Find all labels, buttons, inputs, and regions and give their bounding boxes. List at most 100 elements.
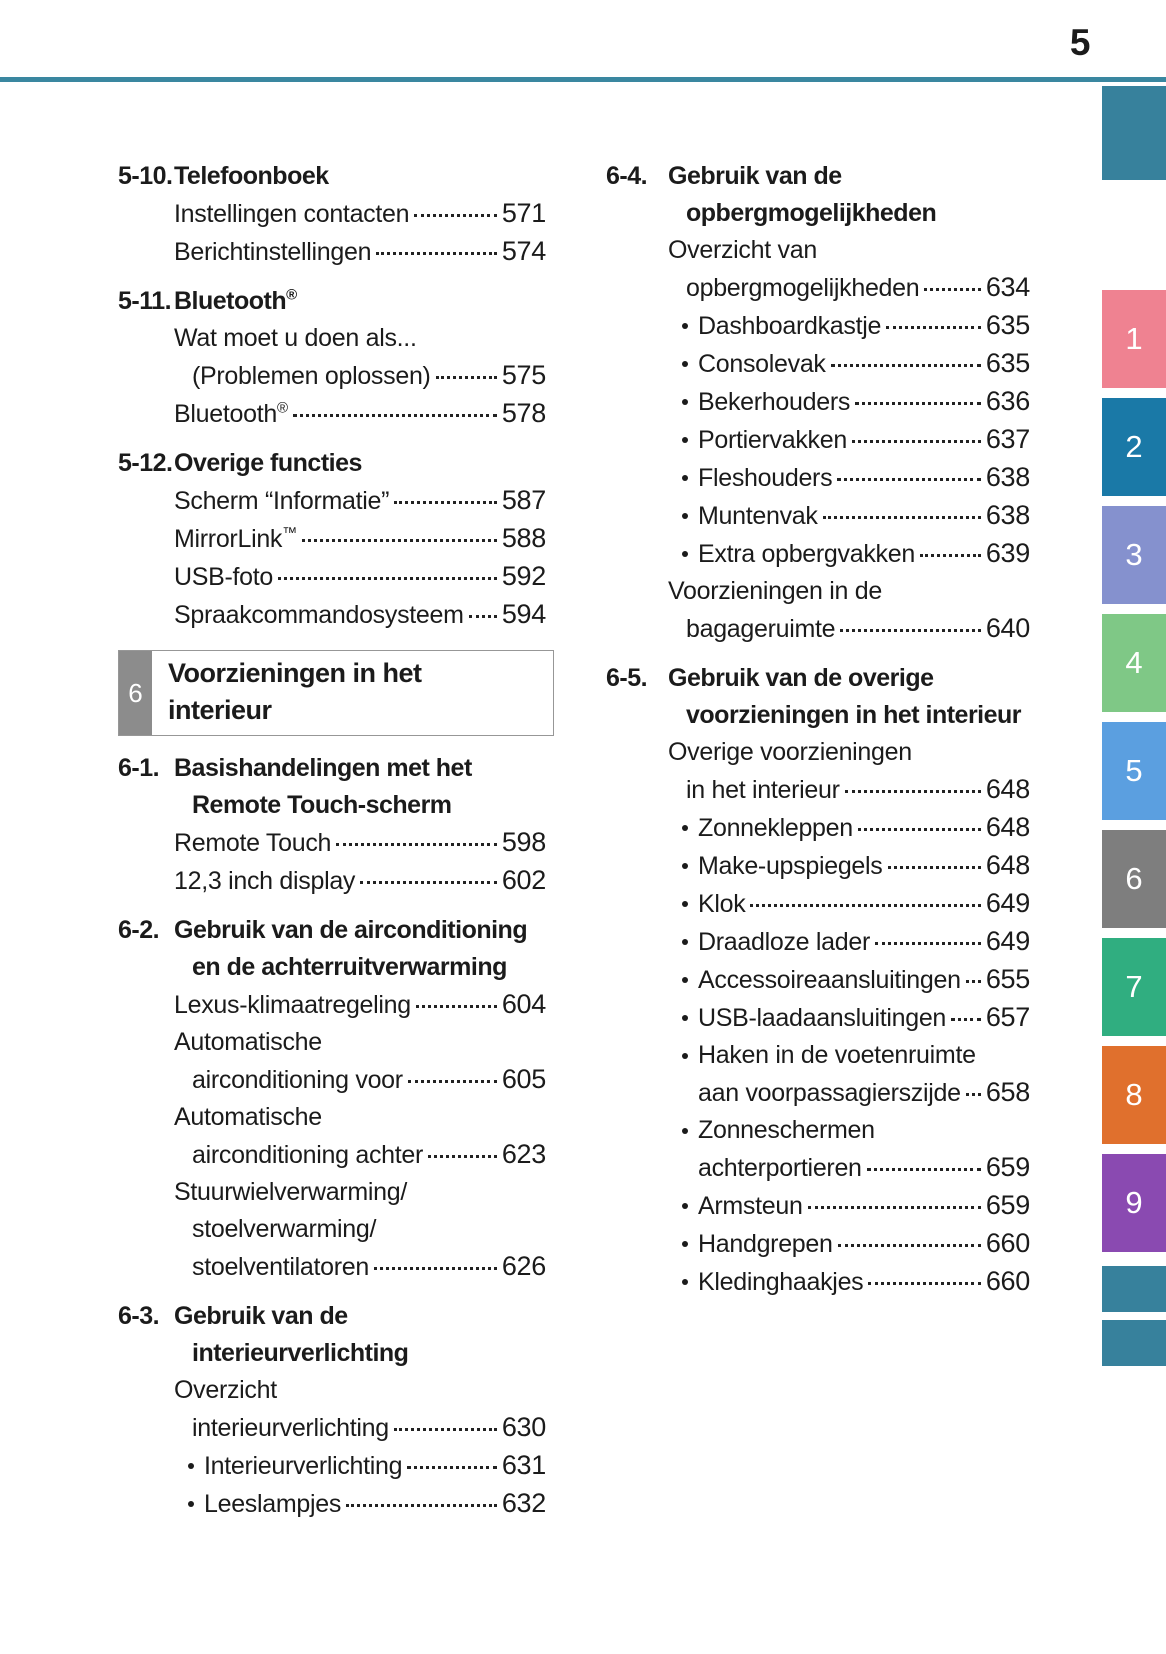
section-number: 6-5. <box>606 664 648 692</box>
toc-entry-line: Draadloze lader 649 <box>668 923 1030 961</box>
entry-label: stoelventilatoren <box>192 1253 369 1281</box>
toc-entry-line: stoelverwarming/ <box>174 1211 546 1248</box>
section-number: 5-10. <box>118 162 173 190</box>
entry-label: Armsteun <box>698 1192 803 1220</box>
dot-leader <box>346 1504 497 1507</box>
entry-page-number: 659 <box>985 1190 1030 1220</box>
toc-entry-line: Haken in de voetenruimte <box>668 1037 1030 1074</box>
dot-leader <box>855 402 981 405</box>
entry-page-number: 632 <box>501 1488 546 1518</box>
toc-section-5-12: 5-12. Overige functies Scherm “Informatie”… <box>118 445 546 634</box>
registered-mark: ® <box>276 399 288 417</box>
toc-entry: Draadloze lader 649 <box>668 923 1030 961</box>
entry-page-number: 587 <box>501 485 546 515</box>
toc-entry-line: Leeslampjes 632 <box>174 1485 546 1523</box>
dot-leader <box>851 440 981 443</box>
dot-leader <box>822 516 981 519</box>
entry-label: Consolevak <box>698 350 826 378</box>
chapter-number-square: 6 <box>119 651 152 735</box>
entry-page-number: 648 <box>985 774 1030 804</box>
entry-label: Dashboardkastje <box>698 312 882 340</box>
toc-entry: Lexus-klimaatregeling 604 <box>174 986 546 1024</box>
section-body: Overige functies Scherm “Informatie” 587 Mi… <box>174 445 546 634</box>
chapter-tab-8: 8 <box>1102 1046 1166 1144</box>
entry-page-number: 571 <box>501 198 546 228</box>
bullet-icon <box>682 437 688 443</box>
toc-entry-line: stoelventilatoren 626 <box>174 1248 546 1286</box>
chapter-tab-3: 3 <box>1102 506 1166 604</box>
toc-entry: Consolevak 635 <box>668 345 1030 383</box>
section-number: 6-4. <box>606 162 648 190</box>
section-title-line: Telefoonboek <box>174 162 329 190</box>
bullet-icon <box>188 1463 194 1469</box>
toc-columns: 5-10. Telefoonboek Instellingen contacten 5… <box>118 146 1030 1523</box>
entry-label: Instellingen contacten <box>174 200 410 228</box>
entry-label: Leeslampjes <box>204 1490 342 1518</box>
toc-entry: Make-upspiegels 648 <box>668 847 1030 885</box>
entry-label: Bekerhouders <box>698 388 851 416</box>
toc-entry-line: Portiervakken 637 <box>668 421 1030 459</box>
entry-label: Kledinghaakjes <box>698 1268 864 1296</box>
entry-label: Handgrepen <box>698 1230 833 1258</box>
chapter-tab-1: 1 <box>1102 290 1166 388</box>
toc-entry-line: Zonneschermen <box>668 1112 1030 1149</box>
entry-label: MirrorLink™ <box>174 524 297 553</box>
toc-entry-line: Extra opbergvakken 639 <box>668 535 1030 573</box>
toc-entry-line: Consolevak 635 <box>668 345 1030 383</box>
entry-label: USB-laadaansluitingen <box>698 1004 947 1032</box>
entry-label: achterportieren <box>698 1154 862 1182</box>
chapter-tab-5: 5 <box>1102 722 1166 820</box>
entry-page-number: 639 <box>985 538 1030 568</box>
entry-label: Automatische <box>174 1103 322 1131</box>
toc-section-6-1: 6-1. Basishandelingen met het Remote Touch… <box>118 750 546 900</box>
entry-label: Accessoireaansluitingen <box>698 966 961 994</box>
entry-page-number: 598 <box>501 827 546 857</box>
bullet-icon <box>682 1241 688 1247</box>
entry-page-number: 636 <box>985 386 1030 416</box>
entry-label: Overige voorzieningen <box>668 738 912 766</box>
section-title-line: Bluetooth® <box>174 286 297 315</box>
toc-entry: Fleshouders 638 <box>668 459 1030 497</box>
toc-entry-line: Voorzieningen in de <box>668 573 1030 610</box>
toc-entry-line: Overzicht van <box>668 232 1030 269</box>
toc-entry: Klok 649 <box>668 885 1030 923</box>
toc-entry-line: achterportieren 659 <box>668 1149 1030 1187</box>
toc-entry: Interieurverlichting 631 <box>174 1447 546 1485</box>
entry-label: opbergmogelijkheden <box>686 274 920 302</box>
entry-page-number: 578 <box>501 398 546 428</box>
entry-label: Overzicht <box>174 1376 277 1404</box>
chapter-box: 6 Voorzieningen in het interieur <box>118 650 554 736</box>
bullet-icon <box>682 399 688 405</box>
section-title-line: en de achterruitverwarming <box>192 953 507 981</box>
entry-page-number: 592 <box>501 561 546 591</box>
entry-page-number: 594 <box>501 599 546 629</box>
section-number: 6-1. <box>118 754 160 782</box>
entry-page-number: 574 <box>501 236 546 266</box>
toc-entry-line: aan voorpassagierszijde 658 <box>668 1074 1030 1112</box>
chapter-tab-blank-11 <box>1102 1320 1166 1366</box>
dot-leader <box>373 1267 497 1270</box>
bullet-icon <box>682 977 688 983</box>
entry-page-number: 623 <box>501 1139 546 1169</box>
bullet-icon <box>682 475 688 481</box>
trademark-mark: ™ <box>282 524 297 542</box>
toc-entry: USB-laadaansluitingen 657 <box>668 999 1030 1037</box>
toc-entry: Haken in de voetenruimte aan voorpassagie… <box>668 1037 1030 1112</box>
toc-entry: Muntenvak 638 <box>668 497 1030 535</box>
toc-entry-line: USB-foto 592 <box>174 558 546 596</box>
toc-entry: Spraakcommandosysteem 594 <box>174 596 546 634</box>
dot-leader <box>750 904 981 907</box>
dot-leader <box>919 554 981 557</box>
toc-entry: 12,3 inch display 602 <box>174 862 546 900</box>
entry-page-number: 605 <box>501 1064 546 1094</box>
entry-page-number: 648 <box>985 812 1030 842</box>
entry-page-number: 655 <box>985 964 1030 994</box>
dot-leader <box>278 577 497 580</box>
header-rule <box>0 77 1166 82</box>
section-title-line: opbergmogelijkheden <box>686 199 937 227</box>
toc-entry-line: Berichtinstellingen 574 <box>174 233 546 271</box>
toc-entry-line: Fleshouders 638 <box>668 459 1030 497</box>
toc-entry-line: Automatische <box>174 1024 546 1061</box>
registered-mark: ® <box>286 286 297 304</box>
toc-entry-line: Instellingen contacten 571 <box>174 195 546 233</box>
